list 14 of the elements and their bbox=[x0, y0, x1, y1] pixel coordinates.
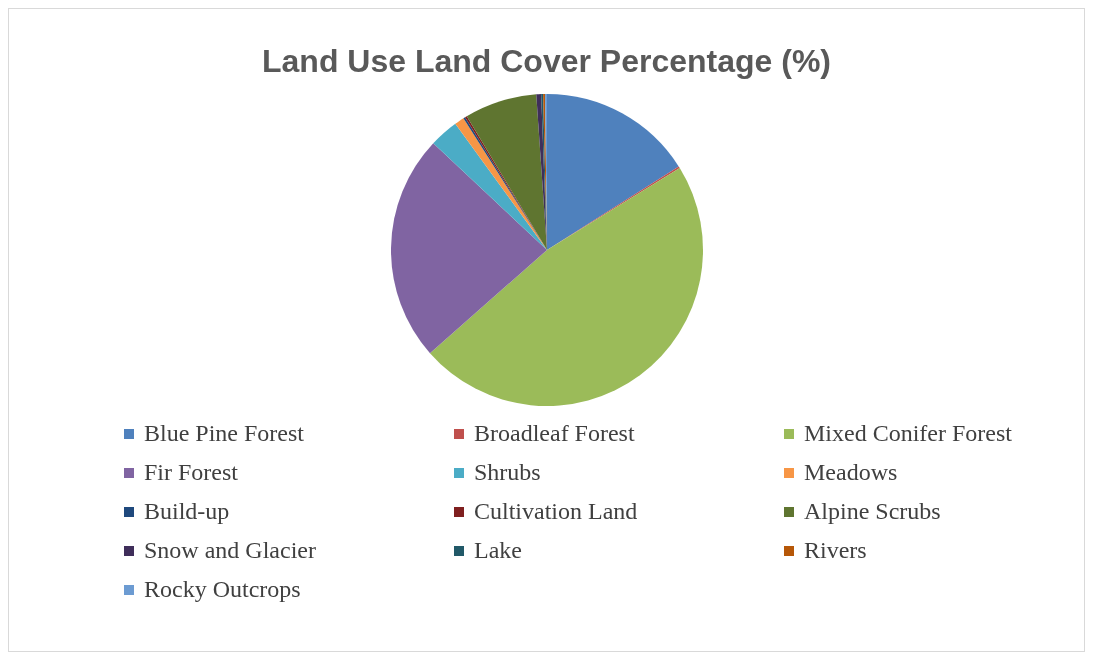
legend-label: Shrubs bbox=[474, 459, 541, 486]
legend-label: Blue Pine Forest bbox=[144, 420, 304, 447]
legend-label: Broadleaf Forest bbox=[474, 420, 635, 447]
legend-label: Lake bbox=[474, 537, 522, 564]
legend-label: Fir Forest bbox=[144, 459, 239, 486]
legend-label: Alpine Scrubs bbox=[804, 498, 941, 525]
legend-label: Snow and Glacier bbox=[144, 537, 316, 564]
legend-label: Cultivation Land bbox=[474, 498, 638, 525]
chart-title: Land Use Land Cover Percentage (%) bbox=[261, 43, 832, 80]
legend-label: Rivers bbox=[804, 537, 867, 564]
legend-label: Build-up bbox=[144, 498, 230, 525]
legend-label: Meadows bbox=[804, 459, 898, 486]
legend-label: Mixed Conifer Forest bbox=[804, 420, 1012, 447]
legend-label: Rocky Outcrops bbox=[144, 576, 301, 603]
